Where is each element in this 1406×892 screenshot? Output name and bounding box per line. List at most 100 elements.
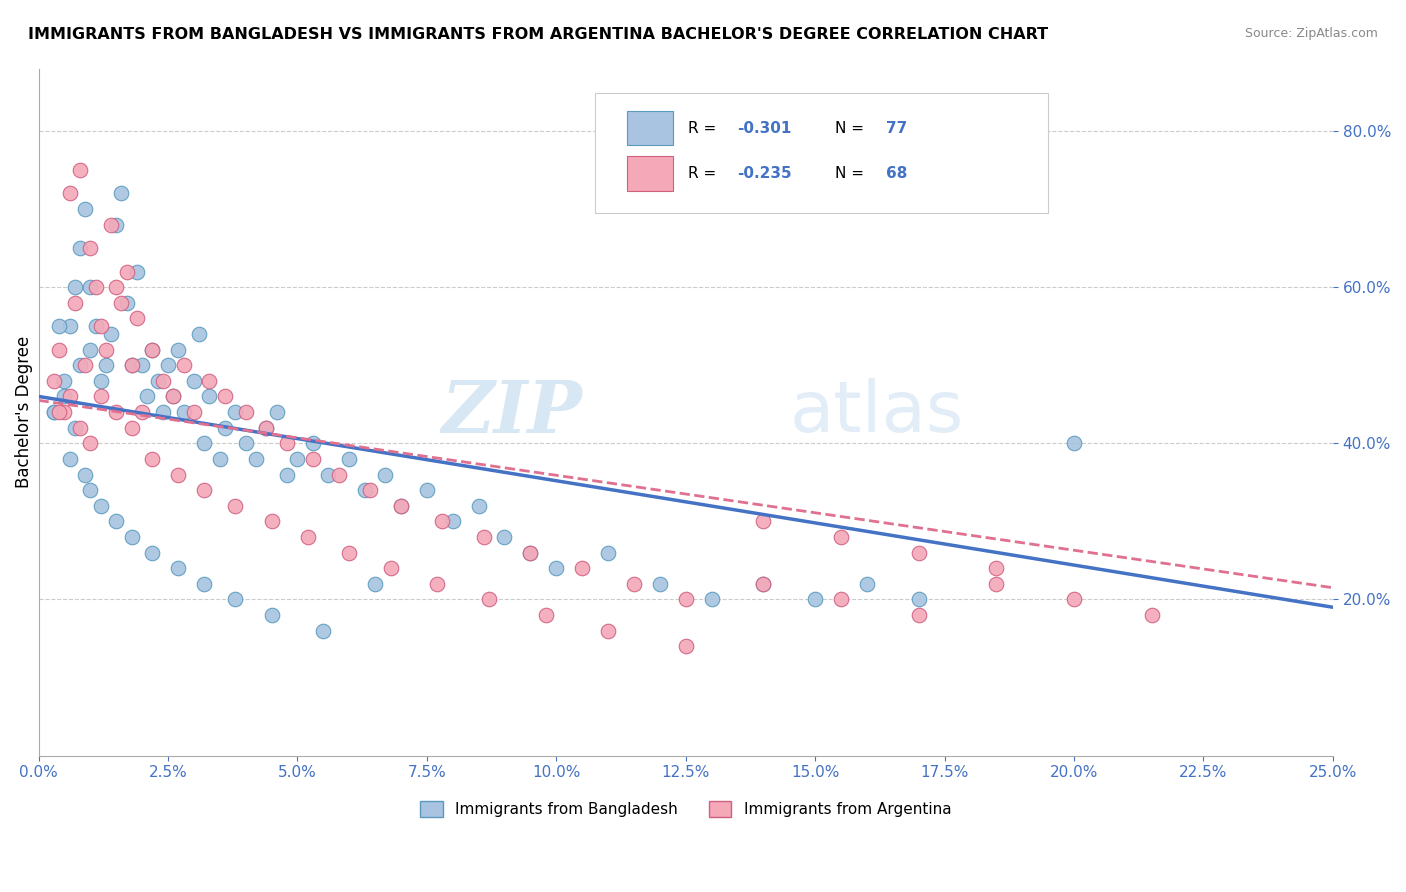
Point bbox=[105, 218, 128, 232]
Point bbox=[90, 374, 112, 388]
Point bbox=[69, 163, 91, 178]
Point bbox=[146, 374, 169, 388]
Text: R =: R = bbox=[689, 120, 721, 136]
Point bbox=[141, 545, 163, 559]
Point bbox=[534, 608, 557, 623]
Point bbox=[478, 592, 501, 607]
Point bbox=[276, 467, 298, 482]
Point bbox=[441, 514, 464, 528]
Point bbox=[125, 264, 148, 278]
Point bbox=[214, 420, 236, 434]
Point bbox=[162, 389, 184, 403]
Point bbox=[48, 405, 70, 419]
Point bbox=[53, 374, 76, 388]
Point bbox=[125, 311, 148, 326]
Point bbox=[276, 436, 298, 450]
Point bbox=[84, 319, 107, 334]
Point bbox=[42, 405, 65, 419]
Point bbox=[856, 576, 879, 591]
Point bbox=[152, 374, 174, 388]
Point bbox=[131, 405, 153, 419]
Point bbox=[214, 389, 236, 403]
Point bbox=[110, 295, 132, 310]
Point bbox=[84, 280, 107, 294]
Point bbox=[75, 467, 97, 482]
Point bbox=[90, 499, 112, 513]
Point bbox=[364, 576, 387, 591]
Point bbox=[623, 576, 645, 591]
Point bbox=[48, 319, 70, 334]
Point bbox=[254, 420, 277, 434]
Point bbox=[804, 592, 827, 607]
Point bbox=[596, 624, 619, 638]
Point bbox=[59, 389, 82, 403]
Point bbox=[353, 483, 375, 497]
Point bbox=[63, 295, 86, 310]
Point bbox=[986, 576, 1008, 591]
Point bbox=[571, 561, 593, 575]
FancyBboxPatch shape bbox=[627, 112, 672, 145]
Point bbox=[519, 545, 541, 559]
Point bbox=[59, 319, 82, 334]
Point bbox=[389, 499, 412, 513]
Point bbox=[100, 218, 122, 232]
Point bbox=[302, 451, 325, 466]
Point bbox=[156, 358, 179, 372]
Point bbox=[53, 389, 76, 403]
FancyBboxPatch shape bbox=[627, 156, 672, 191]
Point bbox=[42, 374, 65, 388]
Point bbox=[235, 405, 257, 419]
Point bbox=[986, 561, 1008, 575]
Point bbox=[75, 358, 97, 372]
Point bbox=[752, 576, 775, 591]
Point bbox=[380, 561, 402, 575]
Point bbox=[121, 530, 143, 544]
Point bbox=[426, 576, 449, 591]
Point bbox=[69, 420, 91, 434]
Text: ZIP: ZIP bbox=[441, 376, 582, 448]
Point bbox=[830, 530, 852, 544]
Point bbox=[907, 592, 929, 607]
Text: -0.235: -0.235 bbox=[737, 166, 792, 181]
Point bbox=[141, 343, 163, 357]
Point bbox=[63, 420, 86, 434]
Point bbox=[115, 264, 138, 278]
FancyBboxPatch shape bbox=[595, 93, 1047, 213]
Text: 68: 68 bbox=[886, 166, 908, 181]
Point bbox=[302, 436, 325, 450]
Point bbox=[42, 405, 65, 419]
Point bbox=[318, 467, 340, 482]
Point bbox=[90, 389, 112, 403]
Point bbox=[173, 358, 195, 372]
Point bbox=[224, 405, 246, 419]
Point bbox=[1140, 608, 1163, 623]
Text: Source: ZipAtlas.com: Source: ZipAtlas.com bbox=[1244, 27, 1378, 40]
Text: R =: R = bbox=[689, 166, 721, 181]
Legend: Immigrants from Bangladesh, Immigrants from Argentina: Immigrants from Bangladesh, Immigrants f… bbox=[413, 796, 957, 823]
Point bbox=[94, 358, 117, 372]
Text: N =: N = bbox=[835, 166, 869, 181]
Point bbox=[53, 405, 76, 419]
Point bbox=[700, 592, 723, 607]
Point bbox=[162, 389, 184, 403]
Text: atlas: atlas bbox=[789, 377, 963, 447]
Point bbox=[235, 436, 257, 450]
Point bbox=[675, 592, 697, 607]
Point bbox=[907, 608, 929, 623]
Point bbox=[121, 358, 143, 372]
Point bbox=[193, 436, 215, 450]
Point bbox=[105, 280, 128, 294]
Y-axis label: Bachelor's Degree: Bachelor's Degree bbox=[15, 336, 32, 488]
Point bbox=[266, 405, 288, 419]
Point bbox=[79, 436, 101, 450]
Point bbox=[328, 467, 350, 482]
Point bbox=[141, 343, 163, 357]
Text: IMMIGRANTS FROM BANGLADESH VS IMMIGRANTS FROM ARGENTINA BACHELOR'S DEGREE CORREL: IMMIGRANTS FROM BANGLADESH VS IMMIGRANTS… bbox=[28, 27, 1049, 42]
Point bbox=[648, 576, 671, 591]
Point bbox=[110, 186, 132, 201]
Point bbox=[675, 640, 697, 654]
Point bbox=[183, 405, 205, 419]
Point bbox=[494, 530, 516, 544]
Point bbox=[63, 280, 86, 294]
Point bbox=[152, 405, 174, 419]
